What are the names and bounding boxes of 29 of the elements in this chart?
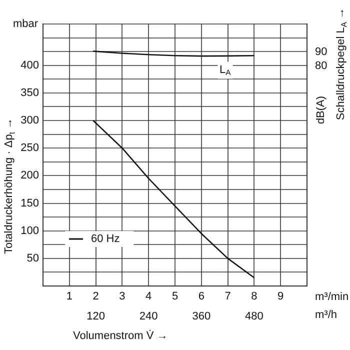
text: m³/h	[315, 309, 337, 322]
y-tick-label: 350	[20, 86, 39, 99]
y-tick-label: 50	[26, 252, 39, 264]
x-tick-label: 3	[119, 290, 126, 303]
x2-tick-label: 360	[192, 310, 211, 323]
legend-label: 60 Hz	[91, 233, 120, 246]
y-tick-label: 300	[20, 114, 39, 127]
y-tick-label: 250	[20, 142, 39, 154]
x-tick-label: 8	[251, 290, 258, 303]
x-tick-label: 5	[172, 290, 178, 303]
x-tick-label: 4	[146, 290, 152, 303]
x-tick-label: 9	[278, 290, 284, 303]
y2-tick-label: 80	[315, 60, 328, 72]
text: m³/min	[315, 291, 349, 304]
x-tick-label: 7	[224, 290, 231, 303]
y-tick-label: 150	[20, 197, 39, 210]
y2-tick-label: 90	[315, 46, 328, 58]
text: mbar	[12, 18, 38, 30]
x-tick-label: 6	[198, 290, 204, 303]
x2-tick-label: 120	[86, 310, 105, 323]
y-tick-label: 100	[20, 224, 39, 237]
x-axis-title: Volumenstrom V̇ →	[73, 329, 168, 342]
y-tick-label: 400	[20, 59, 39, 72]
x2-tick-label: 480	[245, 310, 264, 323]
x-tick-label: 2	[92, 290, 99, 303]
text: dB(A)	[315, 96, 328, 124]
y-tick-label: 200	[20, 170, 39, 182]
x-tick-label: 1	[66, 290, 72, 303]
x2-tick-label: 240	[139, 310, 158, 323]
